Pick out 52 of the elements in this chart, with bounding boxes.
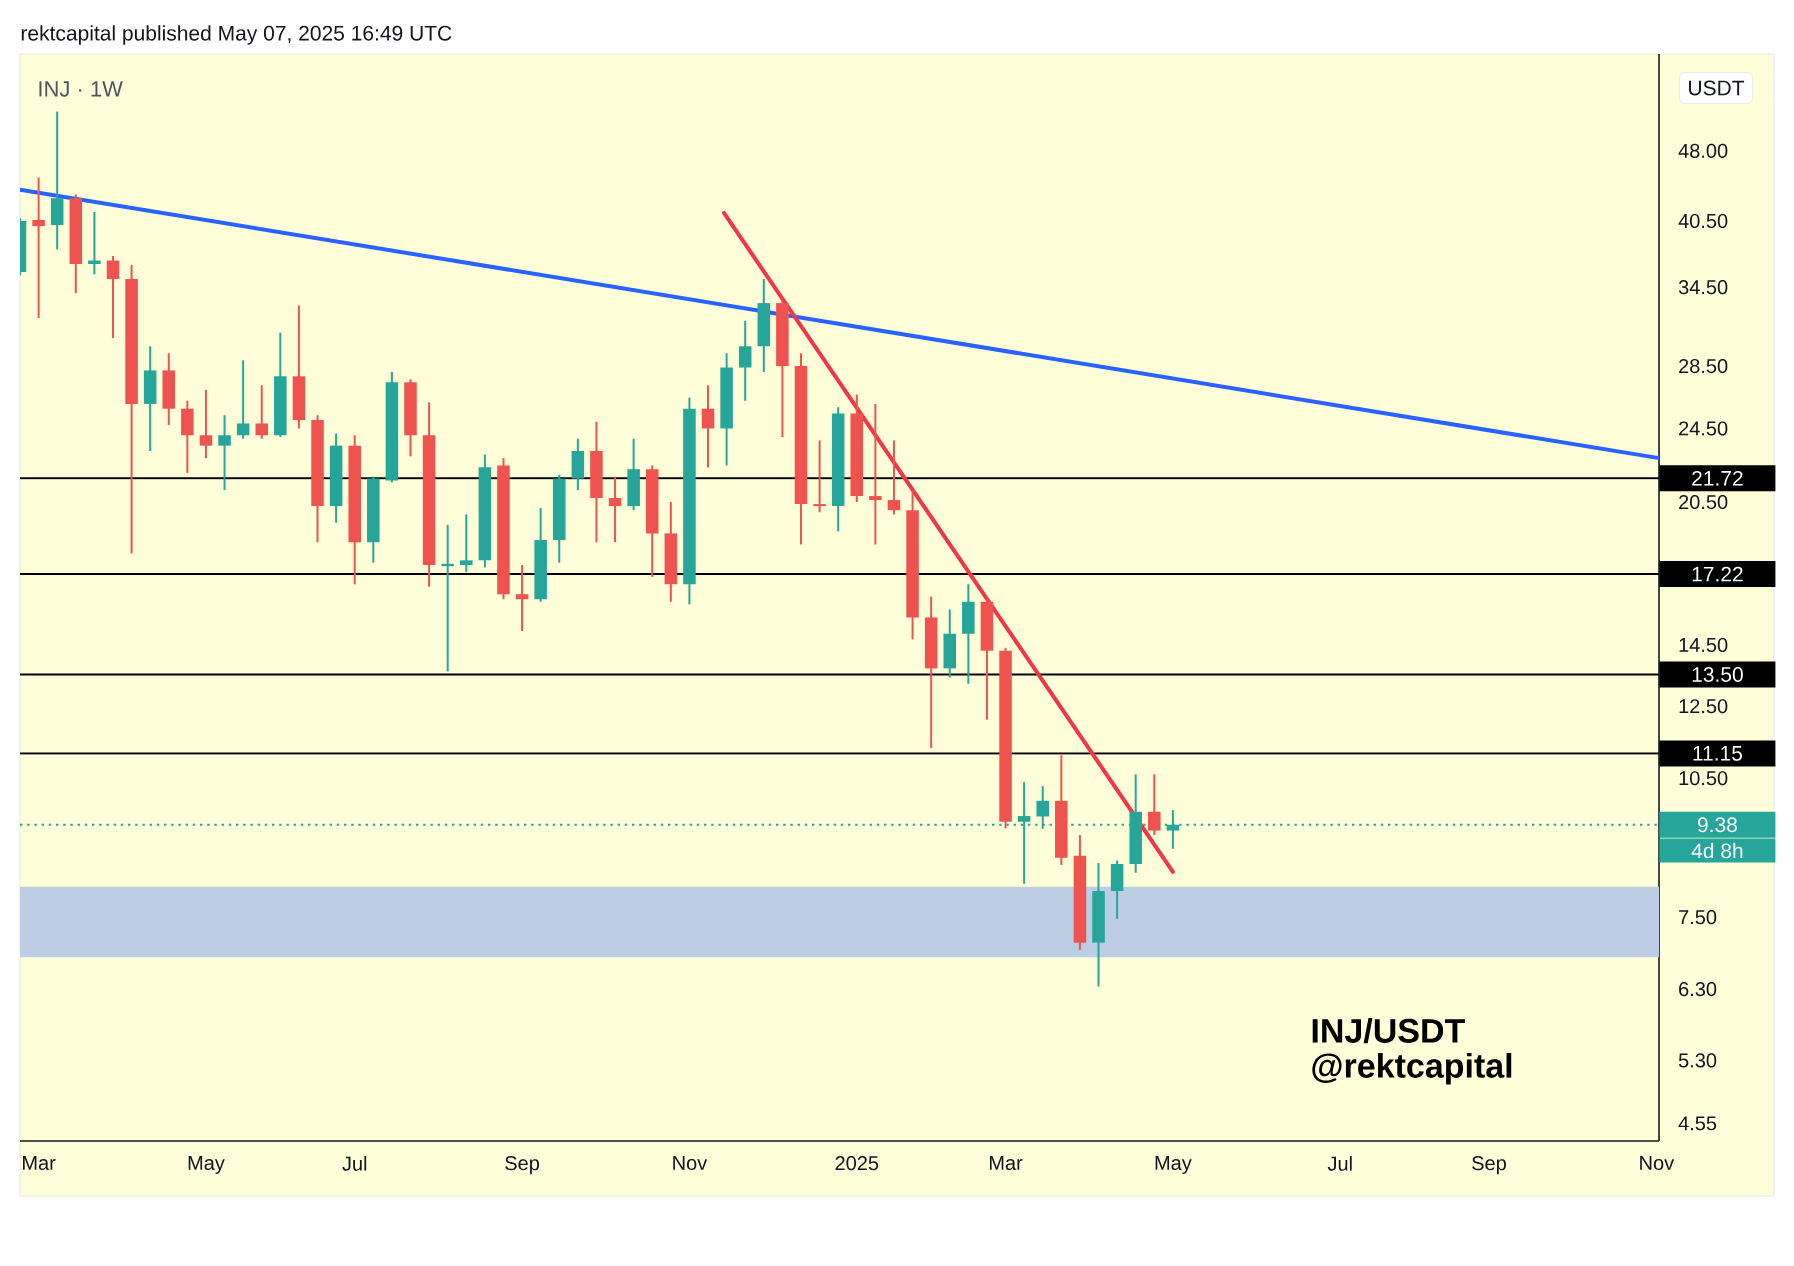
y-tick-label: 5.30 [1678,1053,1717,1068]
x-tick-label: Jul [342,1156,367,1171]
candlestick [1148,773,1161,836]
y-tick-label: 6.30 [1679,982,1717,997]
candlestick [887,439,901,516]
y-tick-label: 14.50 [1679,637,1728,653]
x-tick-label: Sep [1472,1156,1506,1175]
x-tick-label: Mar [23,1156,56,1171]
x-tick-label: Sep [505,1156,540,1175]
x-tick-label: Nov [673,1156,708,1171]
candlestick [199,388,213,460]
y-tick-label: 48.00 [1678,143,1728,158]
y-tick-label: 4.55 [1678,1116,1717,1131]
x-tick-label: May [188,1156,225,1174]
candlestick [869,402,882,546]
y-tick-label: 12.50 [1679,699,1728,714]
candlestick [515,564,529,632]
ref-line-label: 13.50 [1692,667,1743,682]
candlestick [106,255,120,340]
candlestick [441,523,454,673]
ref-line-label: 11.15 [1693,746,1743,761]
y-tick-label: 34.50 [1678,280,1728,295]
annotation: @rektcapital [1312,1052,1512,1085]
y-tick-label: 10.50 [1679,771,1728,786]
ref-line-label: 17.22 [1692,566,1743,582]
y-tick-label: 24.50 [1679,421,1728,436]
candlestick [738,319,752,402]
candlestick [813,439,826,514]
candlestick [460,513,473,574]
x-tick-label: 2025 [835,1156,879,1171]
text: rektcapital published May 07, 2025 16:49 UTC [21,25,452,45]
candlestick [608,475,622,544]
x-tick-label: Nov [1640,1156,1675,1171]
text: INJ · 1W [39,81,123,97]
annotation: INJ/USDT [1312,1017,1465,1044]
candlestick [255,384,269,440]
y-tick-label: 7.50 [1679,910,1717,925]
text: 4d 8h [1691,842,1743,859]
y-axis-title: USDT [1689,80,1745,96]
ref-line-label: 9.38 [1697,817,1737,833]
x-tick-label: Mar [989,1156,1023,1171]
candlestick [218,414,231,492]
y-tick-label: 40.50 [1678,213,1728,229]
candlestick [236,359,250,440]
candlestick [32,176,45,320]
candlestick [701,384,715,469]
y-tick-label: 28.50 [1679,358,1728,374]
y-tick-label: 20.50 [1679,494,1728,510]
x-tick-label: Jul [1327,1156,1352,1171]
x-tick-label: May [1155,1156,1192,1174]
ref-line-label: 21.72 [1692,470,1743,486]
candlestick [88,210,101,276]
